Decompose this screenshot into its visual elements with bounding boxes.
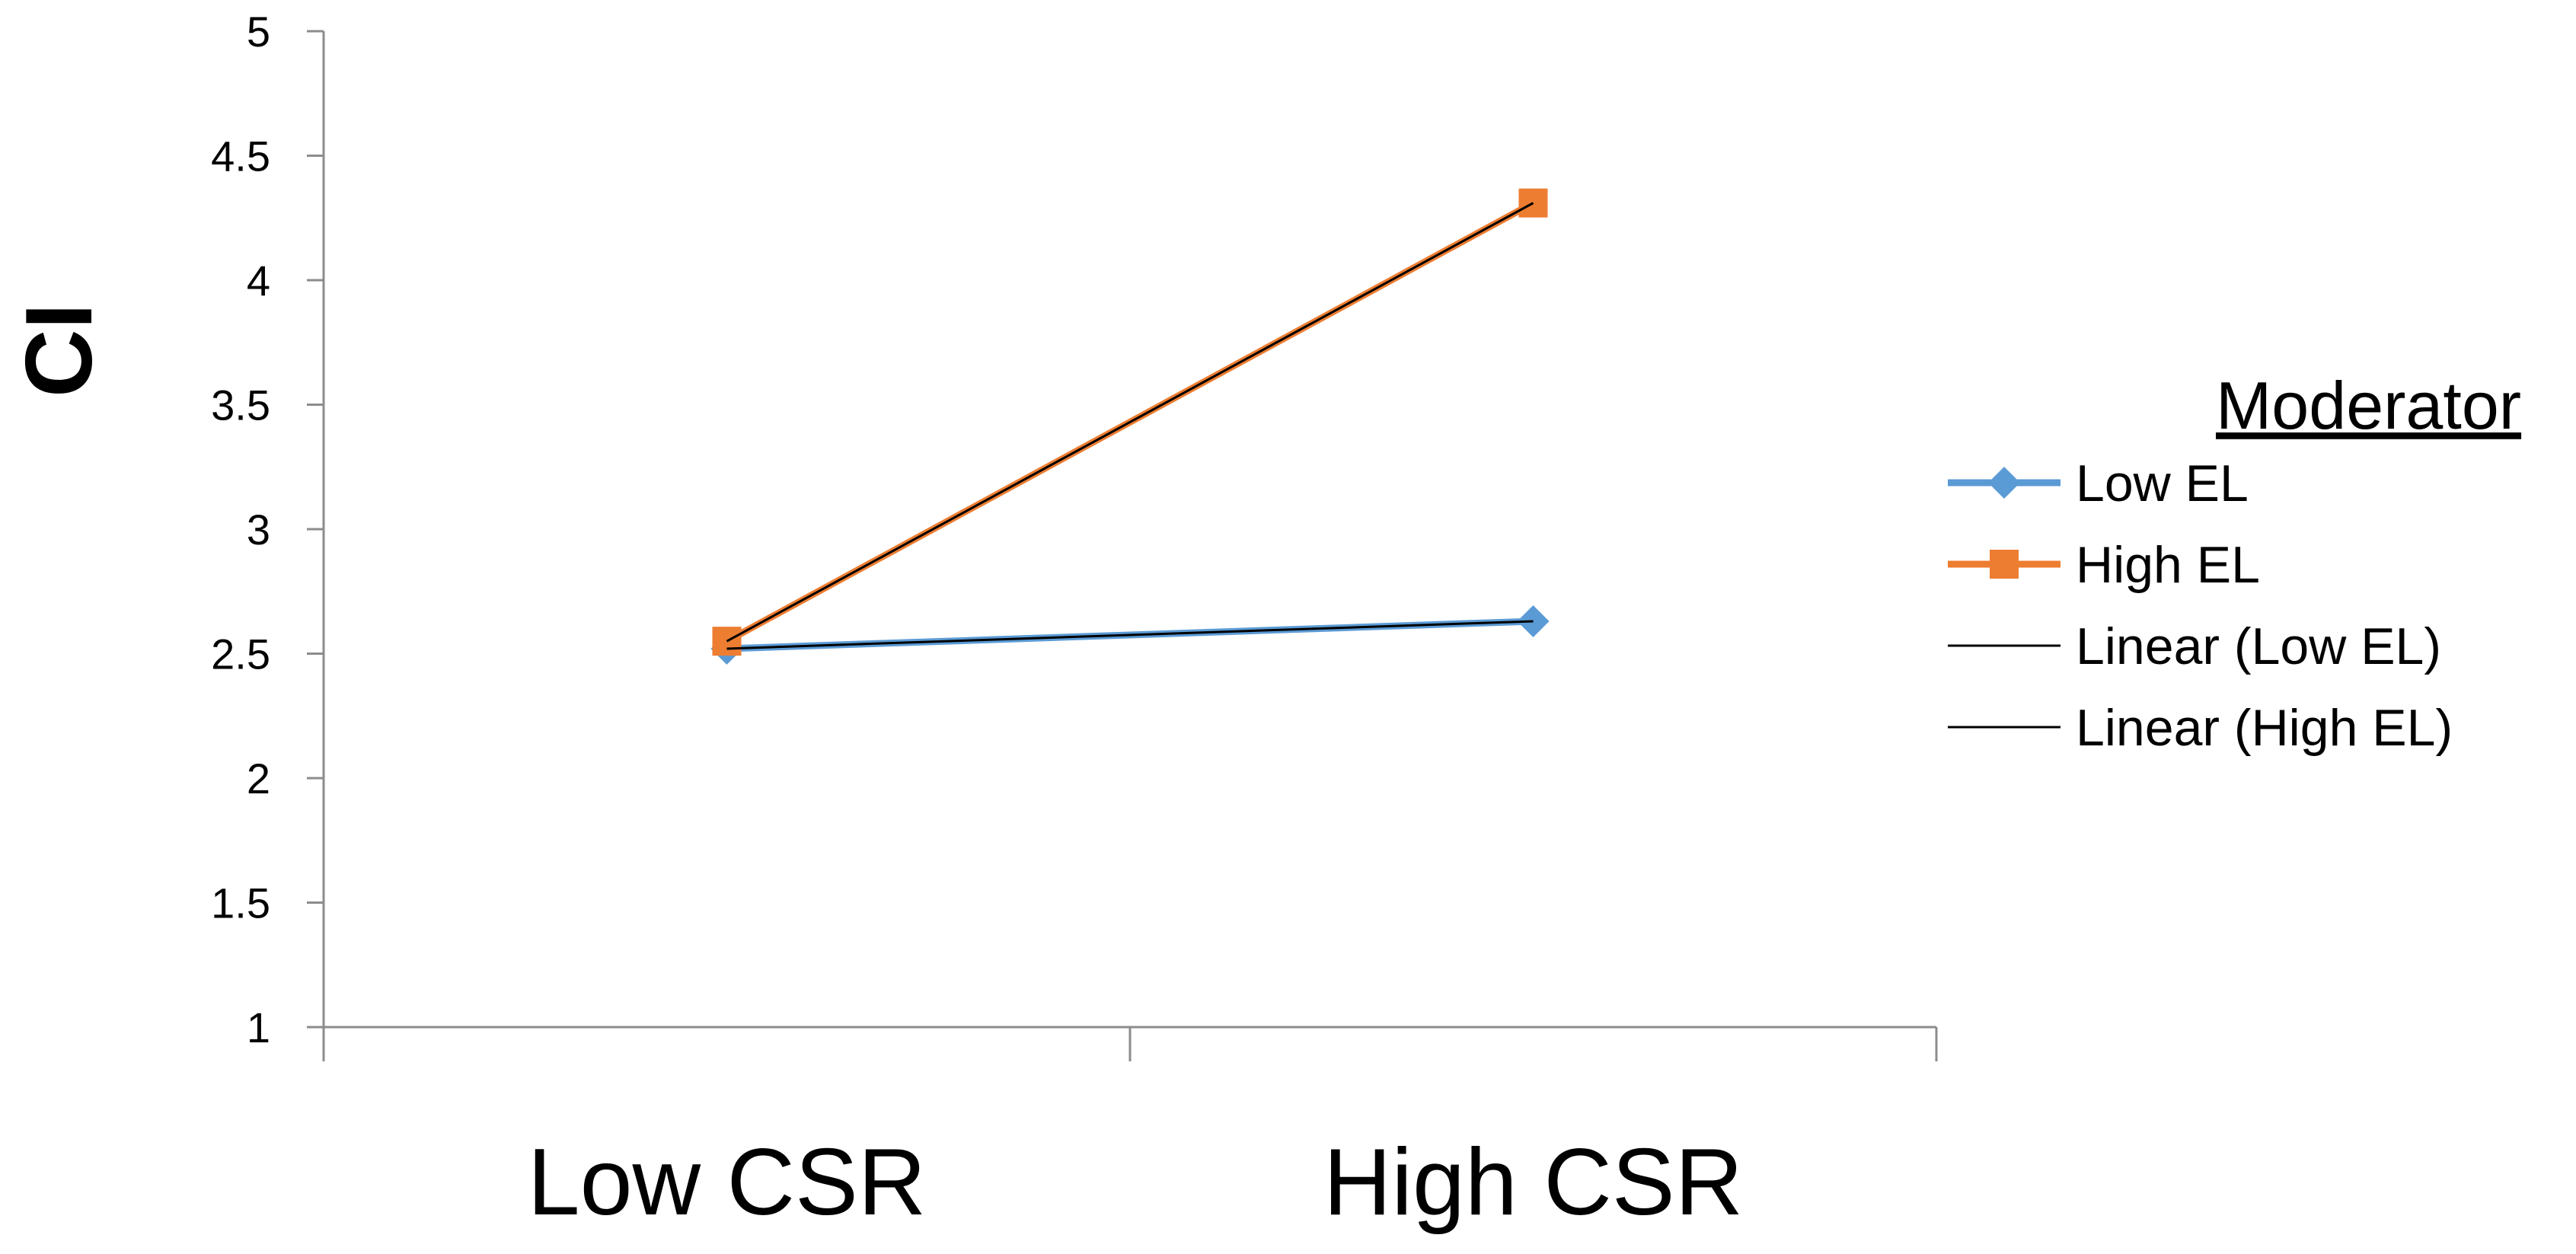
legend-marker-high-el [1990,550,2019,579]
legend-title: Moderator [2216,368,2521,443]
legend-label-low-el: Low EL [2076,455,2249,512]
y-tick-label: 1.5 [211,879,270,927]
axes: 1 1.5 2 2.5 3 3.5 4 4.5 5 Low CSR High CSR [211,8,1938,1235]
y-tick-label: 2.5 [211,630,270,678]
y-tick-label: 3.5 [211,381,270,429]
y-tick-label: 2 [247,755,270,802]
x-tick-label: Low CSR [528,1130,927,1235]
legend-label-linear-low-el: Linear (Low EL) [2076,617,2441,675]
legend: Moderator Low EL High EL Linear (Low EL) Li… [1948,368,2521,757]
y-tick-label: 4 [247,257,270,305]
legend-label-linear-high-el: Linear (High EL) [2076,699,2453,757]
y-tick-label: 4.5 [211,132,270,180]
y-tick-label: 3 [247,506,270,554]
legend-marker-low-el [1988,467,2020,499]
x-tick-label: High CSR [1323,1130,1743,1235]
y-tick-label: 5 [247,8,270,56]
trendline-high-el [726,202,1534,643]
y-tick-label: 1 [247,1004,270,1051]
trendline-low-el [726,620,1534,650]
y-axis-label: CI [7,303,112,397]
series-layer [710,188,1550,665]
legend-label-high-el: High EL [2076,536,2260,594]
